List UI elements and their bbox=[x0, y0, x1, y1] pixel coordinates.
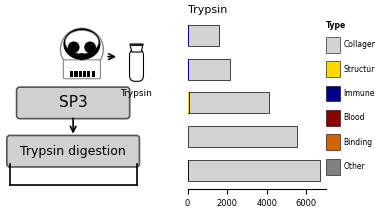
FancyBboxPatch shape bbox=[326, 110, 340, 126]
Text: Blood: Blood bbox=[344, 113, 365, 122]
Bar bbox=[188, 126, 297, 147]
Bar bbox=[188, 59, 230, 80]
Bar bbox=[92, 71, 95, 77]
Bar bbox=[188, 25, 219, 46]
Ellipse shape bbox=[84, 41, 96, 53]
FancyBboxPatch shape bbox=[326, 159, 340, 175]
Bar bbox=[189, 92, 190, 113]
Text: SP3: SP3 bbox=[59, 95, 87, 110]
FancyBboxPatch shape bbox=[326, 85, 340, 101]
Bar bbox=[188, 160, 320, 181]
Ellipse shape bbox=[63, 28, 100, 60]
Bar bbox=[87, 71, 90, 77]
Bar bbox=[188, 160, 189, 181]
Bar bbox=[70, 71, 74, 77]
FancyBboxPatch shape bbox=[7, 135, 140, 167]
FancyBboxPatch shape bbox=[326, 37, 340, 52]
Text: Collagen: Collagen bbox=[344, 40, 375, 49]
Bar bbox=[188, 92, 269, 113]
Ellipse shape bbox=[79, 53, 85, 60]
FancyBboxPatch shape bbox=[326, 134, 340, 150]
Bar bbox=[75, 71, 78, 77]
Text: Structural: Structural bbox=[344, 64, 375, 74]
FancyBboxPatch shape bbox=[63, 60, 100, 79]
Text: Trypsin: Trypsin bbox=[188, 5, 227, 15]
FancyBboxPatch shape bbox=[326, 61, 340, 77]
Bar bbox=[188, 59, 189, 80]
Text: Binding: Binding bbox=[344, 138, 372, 147]
Text: Type: Type bbox=[326, 21, 346, 30]
Ellipse shape bbox=[68, 41, 80, 53]
Polygon shape bbox=[130, 44, 143, 52]
Text: Trypsin: Trypsin bbox=[121, 89, 152, 98]
FancyBboxPatch shape bbox=[129, 50, 144, 81]
Ellipse shape bbox=[65, 30, 99, 54]
Bar bbox=[79, 71, 82, 77]
FancyBboxPatch shape bbox=[16, 87, 130, 119]
Bar bbox=[188, 92, 189, 113]
Text: Other: Other bbox=[344, 162, 365, 171]
Text: Immune: Immune bbox=[344, 89, 375, 98]
Text: Trypsin digestion: Trypsin digestion bbox=[20, 145, 126, 158]
Bar bbox=[83, 71, 86, 77]
Bar bbox=[188, 25, 189, 46]
Ellipse shape bbox=[60, 28, 104, 70]
